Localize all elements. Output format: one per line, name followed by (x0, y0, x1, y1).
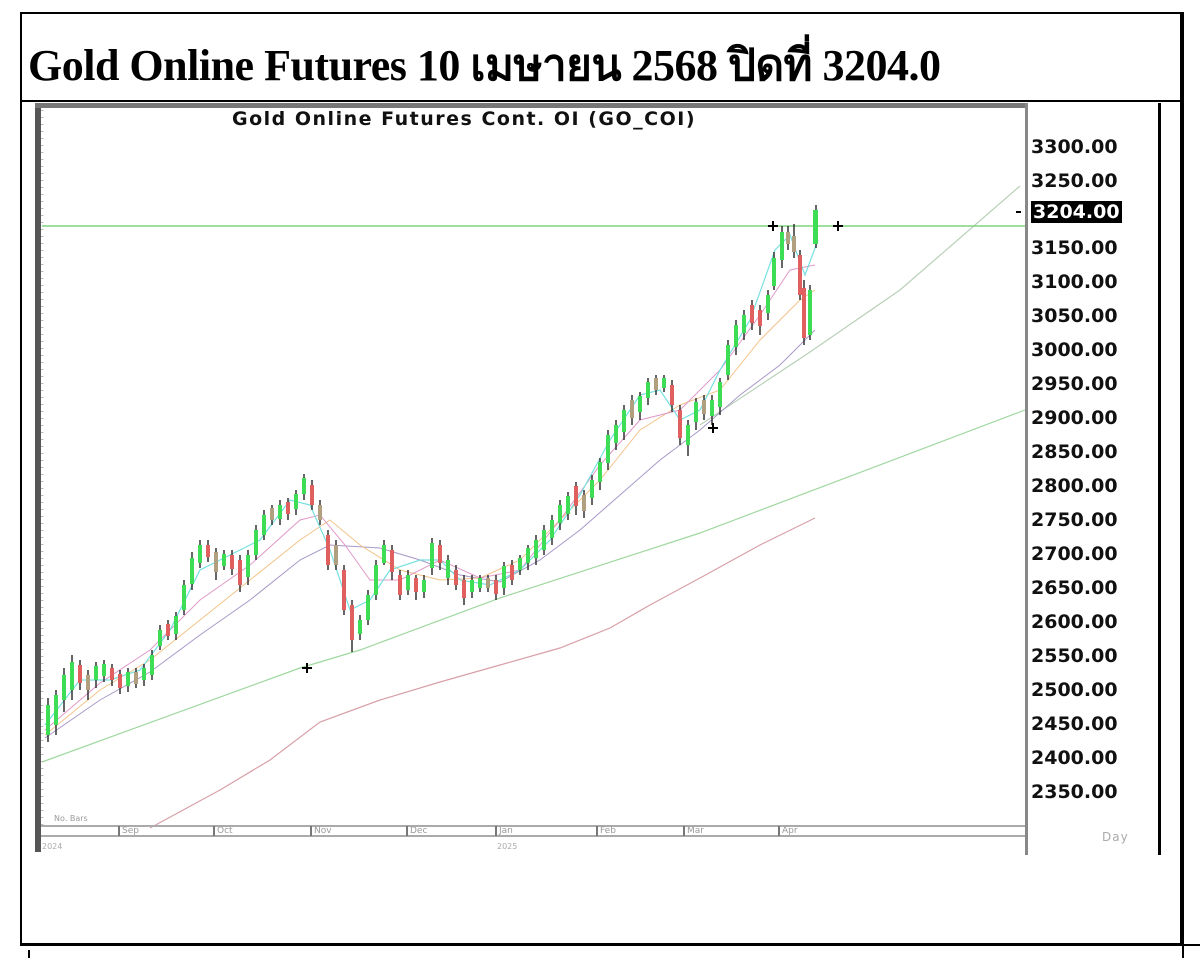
y-tick-label: 2400.00 (1031, 747, 1118, 769)
y-tick-label: 3050.00 (1031, 305, 1118, 327)
x-tick-label: Mar (683, 826, 704, 836)
next-row-text-fragment (28, 950, 30, 958)
y-tick-label: 2650.00 (1031, 577, 1118, 599)
y-tick-label: 3000.00 (1031, 339, 1118, 361)
y-tick-label: 2350.00 (1031, 781, 1118, 803)
candlesticks (46, 205, 818, 742)
table-right-border (1182, 12, 1184, 958)
y-tick-label: 3250.00 (1031, 170, 1118, 192)
x-tick-label: Nov (310, 826, 332, 836)
y-tick-label: 2850.00 (1031, 441, 1118, 463)
trendline-long (41, 409, 1026, 763)
y-tick-label: 2950.00 (1031, 373, 1118, 395)
pivot-markers (302, 221, 843, 673)
year-label: 2025 (497, 842, 518, 851)
y-tick-label: 2550.00 (1031, 645, 1118, 667)
ma-long-line (44, 329, 816, 739)
y-tick-label: 2800.00 (1031, 475, 1118, 497)
period-label: Day (1102, 830, 1129, 844)
y-tick-label: 2500.00 (1031, 679, 1118, 701)
x-tick-label: Sep (118, 826, 139, 836)
x-tick-label: Apr (778, 826, 798, 836)
y-tick-label: 2900.00 (1031, 407, 1118, 429)
current-price-label: 3204.00 (1031, 201, 1122, 223)
x-axis (41, 825, 1025, 837)
axis-right-border (1158, 103, 1161, 855)
x-tick-label: Jan (495, 826, 513, 836)
page-title: Gold Online Futures 10 เมษายน 2568 ปิดที… (28, 41, 941, 90)
table-bottom-border (20, 944, 1200, 946)
y-tick-label: 2450.00 (1031, 713, 1118, 735)
trendline-short (699, 185, 1021, 426)
year-label: 2024 (42, 842, 63, 851)
y-tick-label: 2700.00 (1031, 543, 1118, 565)
x-tick-label: Feb (596, 826, 616, 836)
chart-left-border (35, 104, 41, 852)
bar-count-note: No. Bars (54, 814, 88, 823)
chart-top-border (35, 103, 1025, 108)
y-tick-label: 3300.00 (1031, 136, 1118, 158)
x-tick-label: Dec (406, 826, 427, 836)
title-cell (20, 12, 1182, 102)
ma-orange-line (44, 289, 816, 736)
y-tick-label: 2750.00 (1031, 509, 1118, 531)
y-tick-label: 3100.00 (1031, 271, 1118, 293)
ma200-line (149, 517, 816, 829)
y-tick-label: 3150.00 (1031, 237, 1118, 259)
y-tick-label: 2600.00 (1031, 611, 1118, 633)
chart-title: Gold Online Futures Cont. OI (GO_COI) (232, 108, 697, 130)
plot-right-border (1025, 103, 1028, 855)
x-tick-label: Oct (213, 826, 233, 836)
ma-medium-line (44, 264, 816, 731)
